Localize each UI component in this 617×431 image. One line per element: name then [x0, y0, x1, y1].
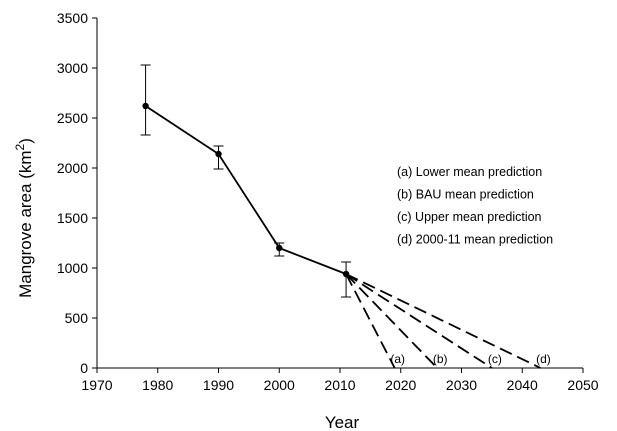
data-point [215, 150, 222, 158]
y-tick-label: 2000 [57, 160, 88, 176]
projection-label: (a) [390, 352, 405, 366]
x-tick-label: 1980 [142, 377, 173, 393]
y-tick-label: 1500 [57, 210, 88, 226]
x-tick-label: 2050 [567, 377, 598, 393]
series-line [145, 105, 347, 275]
y-tick-label: 3000 [57, 60, 88, 76]
y-tick-label: 2500 [57, 110, 88, 126]
data-point [276, 244, 283, 252]
legend-entry: (c) Upper mean prediction [397, 210, 542, 224]
x-axis-title: Year [325, 413, 360, 431]
legend-entry: (d) 2000-11 mean prediction [397, 233, 553, 247]
y-axis-title-main: Mangrove area (km [16, 150, 35, 297]
legend-entry: (a) Lower mean prediction [397, 165, 542, 179]
y-tick-label: 3500 [57, 10, 88, 26]
x-tick-label: 2030 [446, 377, 477, 393]
y-axis-title-close: ) [16, 138, 35, 144]
data-point [342, 270, 350, 278]
x-tick-label: 2040 [507, 377, 538, 393]
data-point [142, 102, 149, 110]
projection-label: (b) [433, 352, 448, 366]
legend-entry: (b) BAU mean prediction [397, 188, 534, 202]
projection-label: (c) [488, 352, 502, 366]
x-tick-label: 2020 [385, 377, 416, 393]
y-axis-title-superscript: 2 [13, 143, 27, 150]
legend: (a) Lower mean prediction (b) BAU mean pr… [397, 165, 553, 247]
x-tick-label: 1990 [203, 377, 234, 393]
projection-line [345, 273, 438, 369]
y-axis-title: Mangrove area (km2) [13, 138, 35, 298]
projection-line [345, 273, 541, 369]
projection-line [345, 273, 493, 369]
x-tick-label: 2010 [324, 377, 355, 393]
y-tick-label: 0 [80, 360, 88, 376]
y-tick-label: 500 [65, 310, 89, 326]
projection-line [345, 273, 396, 369]
y-tick-label: 1000 [57, 260, 88, 276]
projection-label: (d) [536, 352, 551, 366]
x-tick-label: 1970 [81, 377, 112, 393]
x-tick-label: 2000 [264, 377, 295, 393]
